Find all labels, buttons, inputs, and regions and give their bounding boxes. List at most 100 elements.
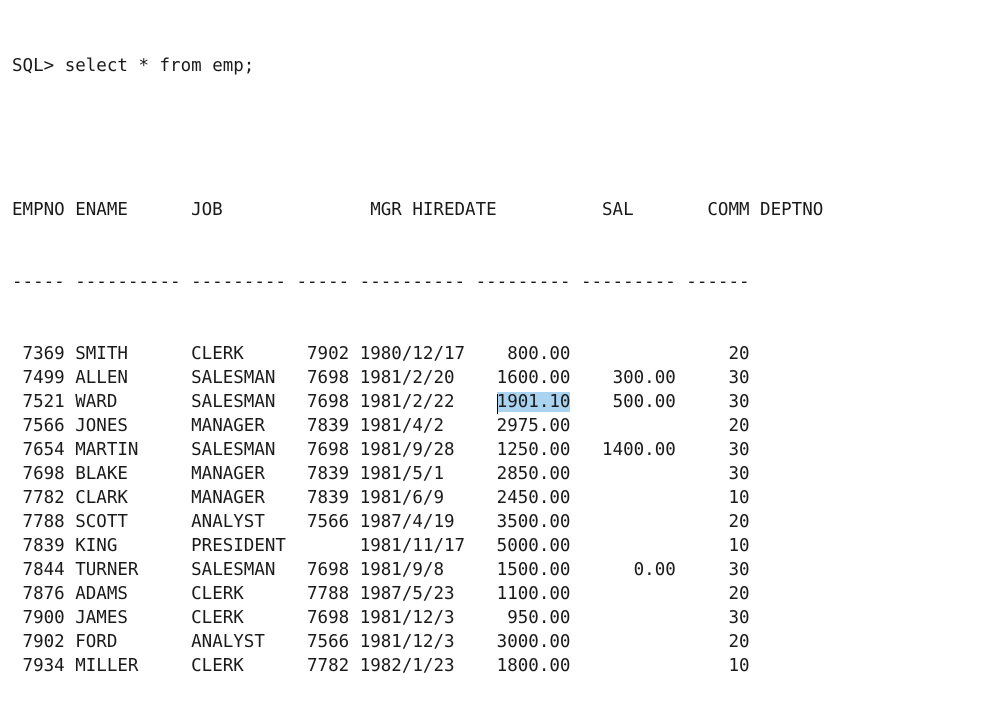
table-row[interactable]: 7654 MARTIN SALESMAN 7698 1981/9/28 1250… xyxy=(12,438,823,462)
deptno-cell: 10 xyxy=(686,656,750,676)
empno-cell: 7654 xyxy=(12,440,76,460)
mgr-cell: 7782 xyxy=(296,656,360,676)
mgr-cell: 7698 xyxy=(296,392,360,412)
empno-cell: 7900 xyxy=(12,608,76,628)
deptno-cell: 20 xyxy=(686,512,750,532)
table-row[interactable]: 7844 TURNER SALESMAN 7698 1981/9/8 1500.… xyxy=(12,558,823,582)
job-cell: SALESMAN xyxy=(191,560,297,580)
empno-cell: 7934 xyxy=(12,656,76,676)
deptno-cell: 20 xyxy=(686,584,750,604)
deptno-cell: 30 xyxy=(686,440,750,460)
ename-cell: KING xyxy=(75,536,192,556)
sal-cell: 2850.00 xyxy=(475,464,581,484)
sql-prompt: SQL> xyxy=(12,56,65,76)
comm-cell: 300.00 xyxy=(580,368,687,388)
sal-cell: 1500.00 xyxy=(475,560,581,580)
table-row[interactable]: 7900 JAMES CLERK 7698 1981/12/3 950.00 3… xyxy=(12,606,823,630)
hiredate-cell: 1981/4/2 xyxy=(359,416,476,436)
hiredate-cell: 1981/9/8 xyxy=(359,560,476,580)
sal-cell: 5000.00 xyxy=(475,536,581,556)
ename-cell: CLARK xyxy=(75,488,192,508)
sal-cell: 1100.00 xyxy=(475,584,581,604)
table-row[interactable]: 7902 FORD ANALYST 7566 1981/12/3 3000.00… xyxy=(12,630,823,654)
comm-cell: 0.00 xyxy=(580,560,687,580)
hiredate-cell: 1980/12/17 xyxy=(359,344,476,364)
empno-cell: 7782 xyxy=(12,488,76,508)
column-header-line: EMPNO ENAME JOB MGR HIREDATE SAL COMM DE… xyxy=(12,200,824,220)
comm-cell: 1400.00 xyxy=(580,440,687,460)
empno-cell: 7844 xyxy=(12,560,76,580)
job-cell: MANAGER xyxy=(191,464,297,484)
deptno-cell: 20 xyxy=(686,344,750,364)
hiredate-cell: 1987/4/19 xyxy=(359,512,476,532)
ename-cell: WARD xyxy=(75,392,192,412)
deptno-cell: 30 xyxy=(686,608,750,628)
hiredate-cell: 1981/2/20 xyxy=(359,368,476,388)
ename-cell: JONES xyxy=(75,416,192,436)
job-cell: CLERK xyxy=(191,608,297,628)
job-cell: ANALYST xyxy=(191,512,297,532)
sql-command: select * from emp; xyxy=(64,56,255,76)
job-cell: PRESIDENT xyxy=(191,536,297,556)
sal-cell: 2975.00 xyxy=(475,416,581,436)
comm-cell xyxy=(581,462,686,486)
table-row[interactable]: 7876 ADAMS CLERK 7788 1987/5/23 1100.00 … xyxy=(12,582,823,606)
empno-cell: 7902 xyxy=(12,632,76,652)
sal-cell: 3500.00 xyxy=(475,512,581,532)
table-row[interactable]: 7369 SMITH CLERK 7902 1980/12/17 800.00 … xyxy=(12,342,823,366)
empno-cell: 7369 xyxy=(12,344,76,364)
comm-cell xyxy=(581,630,686,654)
comm-cell xyxy=(581,582,686,606)
hiredate-cell: 1982/1/23 xyxy=(359,656,476,676)
table-row[interactable]: 7788 SCOTT ANALYST 7566 1987/4/19 3500.0… xyxy=(12,510,823,534)
text-cursor xyxy=(496,394,498,414)
deptno-cell: 20 xyxy=(686,632,750,652)
hiredate-cell: 1981/11/17 xyxy=(359,536,476,556)
sql-terminal[interactable]: SQL> select * from emp; EMPNO ENAME JOB … xyxy=(12,6,823,702)
sal-cell: 950.00 xyxy=(475,608,581,628)
column-separator-line: ----- ---------- --------- ----- -------… xyxy=(12,272,750,292)
table-row[interactable]: 7499 ALLEN SALESMAN 7698 1981/2/20 1600.… xyxy=(12,366,823,390)
ename-cell: ADAMS xyxy=(75,584,192,604)
job-cell: SALESMAN xyxy=(191,440,297,460)
mgr-cell: 7839 xyxy=(296,488,360,508)
result-rows: 7369 SMITH CLERK 7902 1980/12/17 800.00 … xyxy=(12,342,823,678)
mgr-cell: 7698 xyxy=(296,608,360,628)
table-row[interactable]: 7566 JONES MANAGER 7839 1981/4/2 2975.00… xyxy=(12,414,823,438)
sal-cell: 1800.00 xyxy=(475,656,581,676)
mgr-cell: 7839 xyxy=(296,416,360,436)
table-row[interactable]: 7521 WARD SALESMAN 7698 1981/2/22 1901.1… xyxy=(12,390,823,414)
selected-value[interactable]: 1901.10 xyxy=(496,392,571,414)
empno-cell: 7499 xyxy=(12,368,76,388)
mgr-cell: 7566 xyxy=(296,632,360,652)
mgr-cell: 7902 xyxy=(296,344,360,364)
sal-cell: 2450.00 xyxy=(475,488,581,508)
table-row[interactable]: 7782 CLARK MANAGER 7839 1981/6/9 2450.00… xyxy=(12,486,823,510)
ename-cell: BLAKE xyxy=(75,464,192,484)
empno-cell: 7788 xyxy=(12,512,76,532)
table-row[interactable]: 7934 MILLER CLERK 7782 1982/1/23 1800.00… xyxy=(12,654,823,678)
hiredate-cell: 1981/5/1 xyxy=(359,464,476,484)
table-row[interactable]: 7698 BLAKE MANAGER 7839 1981/5/1 2850.00… xyxy=(12,462,823,486)
mgr-cell: 7698 xyxy=(296,368,360,388)
deptno-cell: 10 xyxy=(686,488,750,508)
deptno-cell: 30 xyxy=(686,464,750,484)
blank-line xyxy=(12,126,823,150)
job-cell: ANALYST xyxy=(191,632,297,652)
mgr-cell: 7839 xyxy=(296,464,360,484)
mgr-cell xyxy=(296,534,359,558)
job-cell: CLERK xyxy=(191,584,297,604)
empno-cell: 7566 xyxy=(12,416,76,436)
job-cell: MANAGER xyxy=(191,488,297,508)
comm-cell xyxy=(581,414,686,438)
mgr-cell: 7788 xyxy=(296,584,360,604)
ename-cell: MILLER xyxy=(75,656,192,676)
command-line[interactable]: SQL> select * from emp; xyxy=(12,54,823,78)
job-cell: CLERK xyxy=(191,656,297,676)
hiredate-cell: 1981/12/3 xyxy=(359,632,476,652)
hiredate-cell: 1981/12/3 xyxy=(359,608,476,628)
deptno-cell: 30 xyxy=(686,368,750,388)
table-row[interactable]: 7839 KING PRESIDENT 1981/11/17 5000.00 1… xyxy=(12,534,823,558)
deptno-cell: 30 xyxy=(686,392,750,412)
empno-cell: 7876 xyxy=(12,584,76,604)
